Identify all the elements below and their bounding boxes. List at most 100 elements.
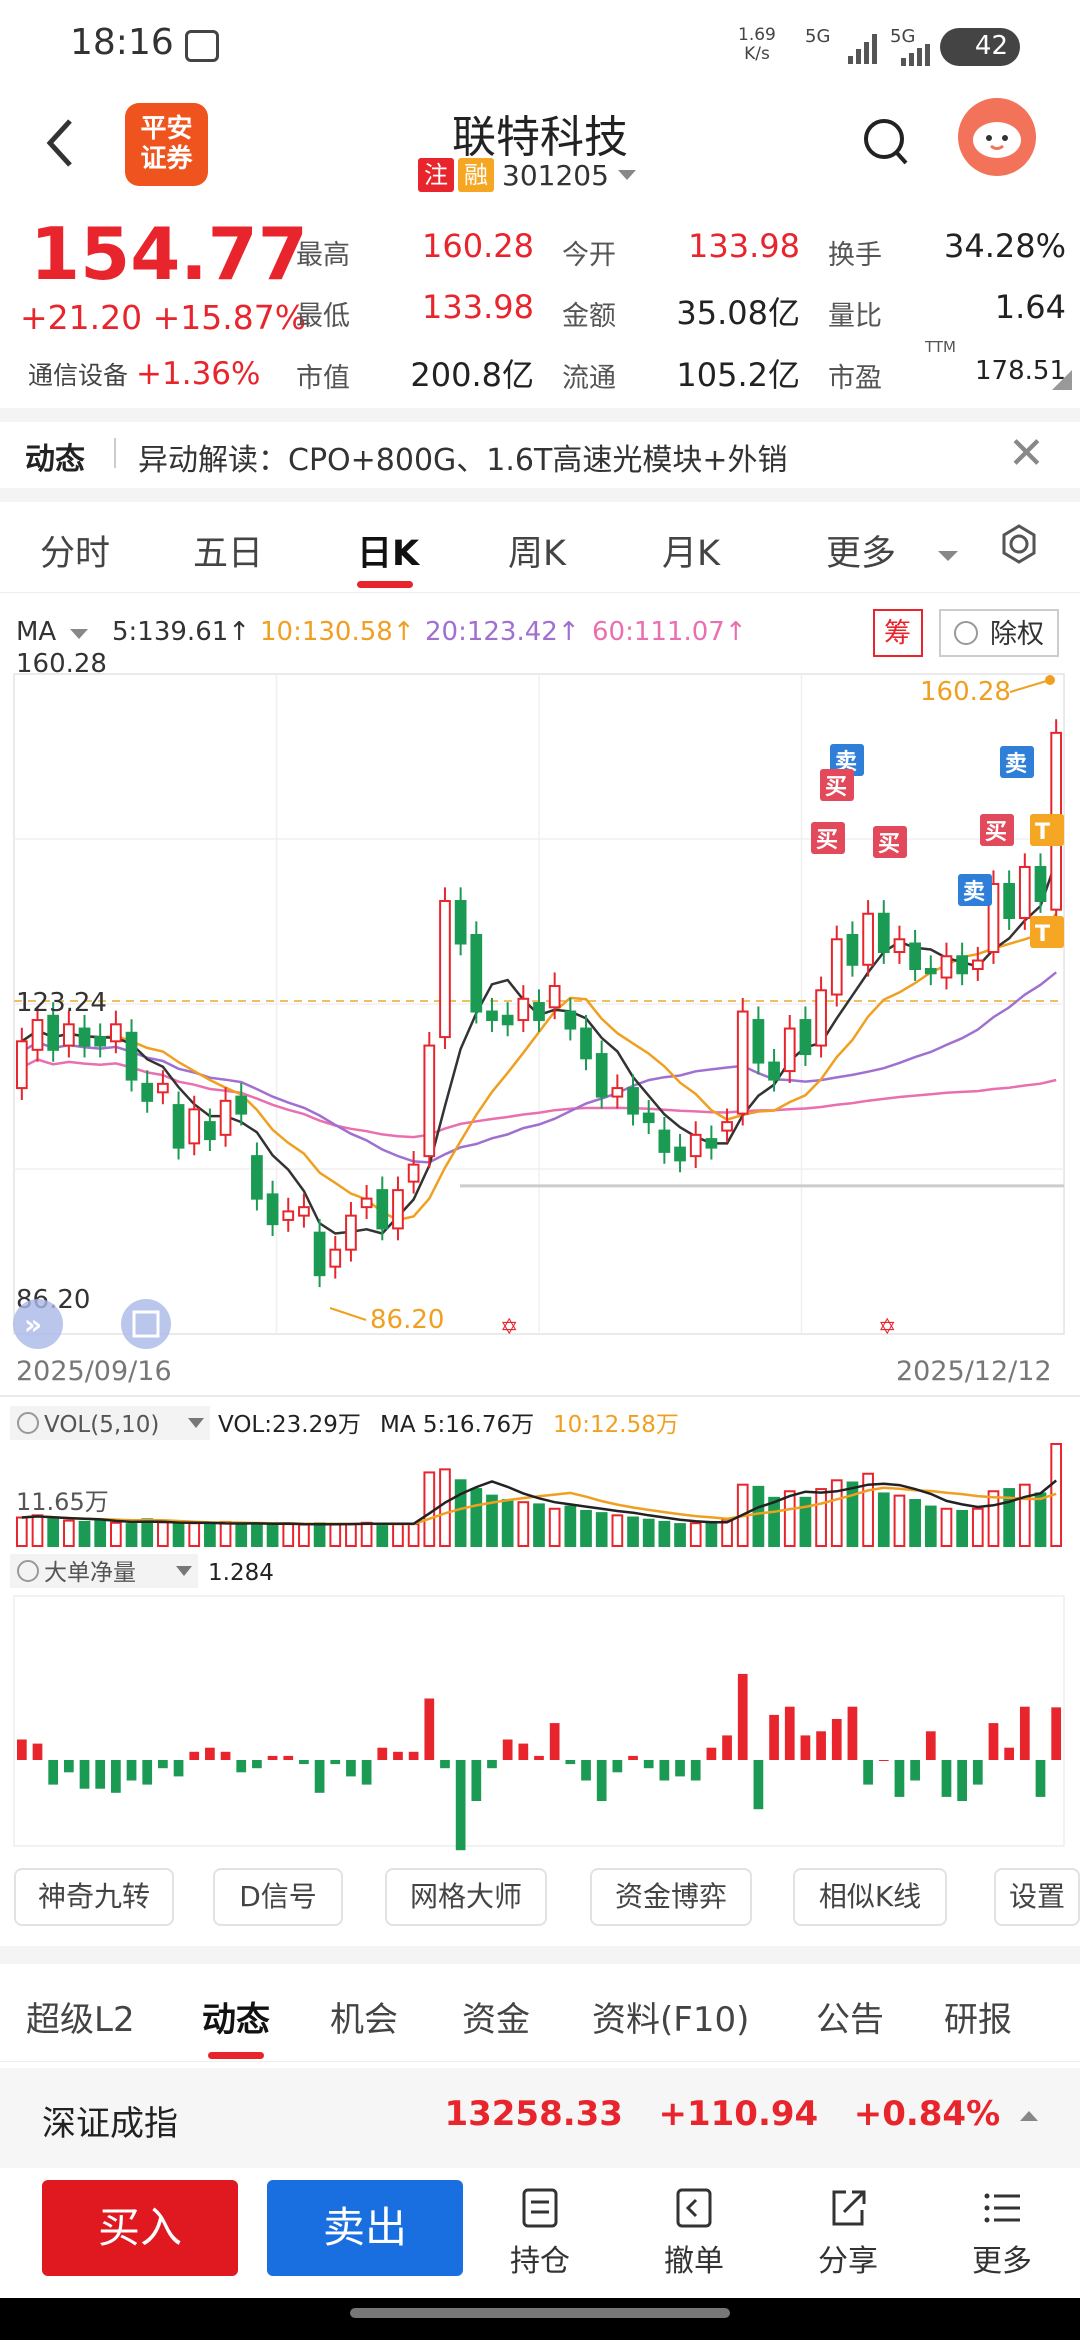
signal-tag-label: 买	[816, 828, 838, 853]
net-flow-bar	[988, 1723, 999, 1760]
caret-down-icon	[70, 629, 88, 639]
tool-grid-master[interactable]: 网格大师	[385, 1868, 547, 1926]
tab-weekly-k[interactable]: 周K	[508, 534, 566, 574]
close-news-button[interactable]: ✕	[1008, 428, 1045, 479]
net-flow-bar	[158, 1760, 168, 1769]
stock-tags[interactable]: 注 融 301205	[418, 157, 639, 193]
net-flow-bar	[894, 1760, 905, 1797]
tool-settings[interactable]: 设置	[994, 1868, 1080, 1926]
stock-header: 平安 证券 联特科技 注 融 301205	[0, 95, 1080, 205]
corner-expand-icon[interactable]	[1052, 370, 1072, 390]
document-icon	[522, 2188, 558, 2228]
kline-chart[interactable]: MA 5:139.61↑ 10:130.58↑ 20:123.42↑ 60:111.07…	[0, 596, 1080, 1856]
volume-bar	[799, 1496, 812, 1548]
news-tag: 动态	[25, 442, 85, 477]
net-flow-bar	[16, 1739, 27, 1760]
back-button[interactable]	[40, 113, 90, 173]
tab-opportunity[interactable]: 机会	[330, 2000, 398, 2040]
net-flow-bar	[753, 1760, 764, 1810]
chip-button-label: 筹	[884, 618, 911, 649]
net-flow-bar	[565, 1760, 576, 1765]
more-button[interactable]: 更多	[952, 2186, 1052, 2280]
buy-button[interactable]: 买入	[42, 2180, 238, 2276]
logo-line-2: 证券	[140, 144, 193, 174]
tool-fund-game[interactable]: 资金博弈	[590, 1868, 752, 1926]
tab-research[interactable]: 研报	[944, 2000, 1012, 2040]
candle-body	[533, 1002, 545, 1022]
volume-bar	[580, 1509, 592, 1547]
index-name: 深证成指	[42, 2104, 178, 2144]
tool-d-signal[interactable]: D信号	[213, 1868, 343, 1926]
vol-axis-label: 11.65万	[16, 1488, 109, 1516]
tool-similar-k[interactable]: 相似K线	[793, 1868, 947, 1926]
change-pct: +15.87%	[152, 298, 307, 337]
net-flow-bar	[63, 1760, 74, 1773]
flow-frame	[13, 1595, 1065, 1847]
volume-bar	[642, 1518, 655, 1548]
quote-label: 今开	[562, 240, 616, 271]
candle-body	[1018, 865, 1031, 919]
tab-monthly-k[interactable]: 月K	[662, 534, 720, 574]
tab-announcements[interactable]: 公告	[816, 2000, 884, 2040]
volume-bar	[1034, 1492, 1047, 1547]
volume-bar	[486, 1494, 498, 1547]
net-flow-bar	[267, 1755, 278, 1760]
battery-icon: 42	[940, 28, 1020, 66]
index-ticker[interactable]: 深证成指 13258.33 +110.94 +0.84%	[0, 2068, 1080, 2168]
stock-code: 301205	[502, 158, 609, 192]
volume-bar	[1018, 1483, 1031, 1548]
candle-body	[454, 899, 467, 945]
quote-label: 最低	[296, 301, 350, 332]
volume-bar	[47, 1517, 60, 1548]
tab-more[interactable]: 更多	[826, 525, 961, 576]
candle-body	[94, 1036, 107, 1047]
share-button[interactable]: 分享	[798, 2186, 898, 2280]
tab-daily-k[interactable]: 日K	[357, 534, 420, 574]
chart-settings-button[interactable]	[998, 523, 1040, 565]
kline-chart-area: MA 5:139.61↑ 10:130.58↑ 20:123.42↑ 60:111.07…	[0, 596, 1080, 1856]
candle-body	[595, 1053, 608, 1098]
candle-body	[909, 942, 921, 971]
signal-tag	[958, 874, 992, 906]
signal-icon-2	[897, 44, 933, 66]
candle-body	[157, 1082, 169, 1094]
signal-tag-label: 卖	[835, 749, 857, 775]
volume-bar	[407, 1523, 420, 1547]
quote-value: 1.64	[994, 288, 1066, 326]
logo-line-1: 平安	[140, 114, 193, 144]
cancel-order-button[interactable]: 撤单	[644, 2186, 744, 2280]
tab-dynamics[interactable]: 动态	[202, 2000, 270, 2040]
candle-body	[360, 1197, 373, 1209]
signal-tag-label: 买	[985, 820, 1007, 845]
candle-body	[674, 1146, 686, 1162]
tab-intraday[interactable]: 分时	[40, 534, 111, 574]
system-nav-bar	[0, 2298, 1080, 2340]
net-flow-bar	[549, 1723, 560, 1760]
assistant-avatar[interactable]	[958, 98, 1036, 176]
high-marker-label: 160.28	[920, 677, 1011, 707]
net-flow-bar	[643, 1760, 654, 1769]
tab-five-day[interactable]: 五日	[193, 534, 264, 574]
news-bar[interactable]: 动态 异动解读：CPO+800G、1.6T高速光模块+外销 ✕	[0, 408, 1080, 488]
stock-title: 联特科技	[452, 112, 628, 163]
search-button[interactable]	[862, 115, 912, 175]
tab-super-l2[interactable]: 超级L2	[26, 2000, 135, 2040]
candle-body	[392, 1189, 404, 1230]
tab-funds[interactable]: 资金	[462, 2000, 530, 2040]
sell-button[interactable]: 卖出	[267, 2180, 463, 2276]
candle-body	[407, 1163, 420, 1183]
ma60-line	[21, 1058, 1057, 1139]
candle-body	[188, 1108, 201, 1145]
candle-body	[877, 912, 890, 954]
ma5-value: 5:139.61↑	[112, 617, 250, 647]
sector-info[interactable]: 通信设备 +1.36%	[28, 356, 260, 392]
home-indicator[interactable]	[350, 2308, 730, 2318]
vol-selector-label: VOL(5,10)	[44, 1412, 159, 1438]
tab-f10[interactable]: 资料(F10)	[592, 2000, 750, 2040]
volume-bar	[62, 1519, 75, 1547]
ma-label: MA	[16, 617, 56, 647]
positions-button[interactable]: 持仓	[490, 2186, 590, 2280]
net-flow-bar	[299, 1760, 309, 1765]
tool-magic-nine[interactable]: 神奇九转	[14, 1868, 174, 1926]
volume-bar	[188, 1522, 201, 1547]
